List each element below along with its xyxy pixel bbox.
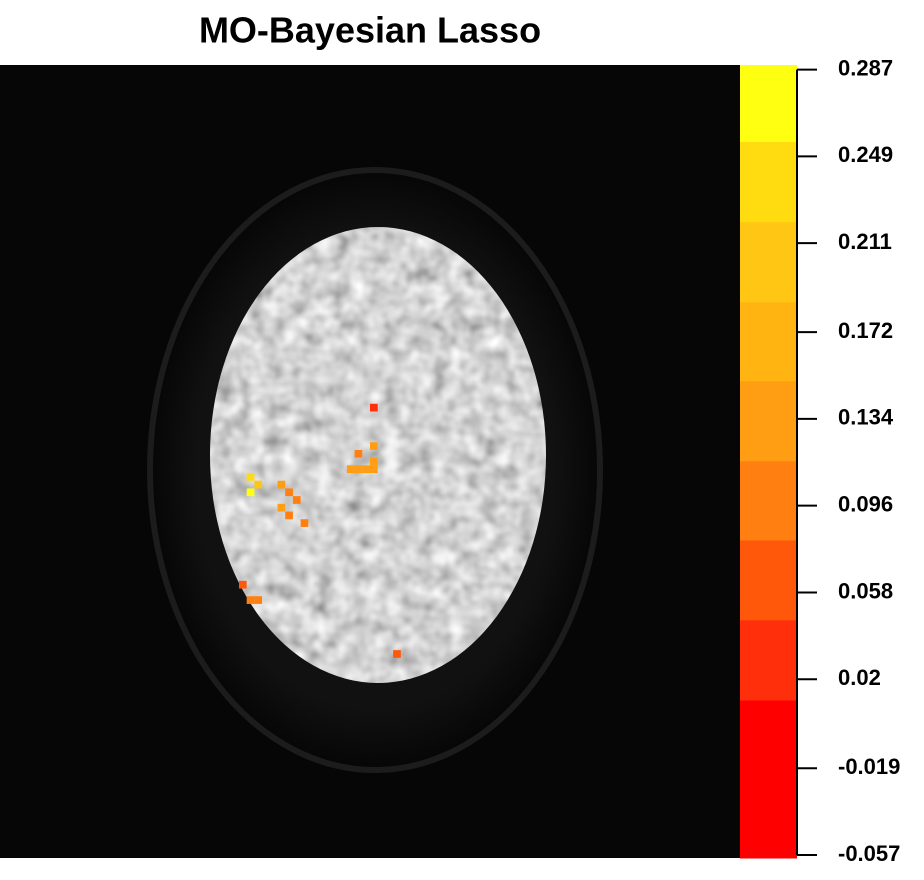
voxel [370, 465, 378, 474]
voxel [277, 503, 286, 512]
colorbar-band [740, 65, 797, 142]
voxel [393, 650, 401, 658]
colorbar-band [740, 141, 797, 223]
voxel [254, 480, 263, 489]
colorbar-band [740, 619, 797, 701]
colorbar-band [740, 539, 797, 621]
brain-slice [210, 227, 546, 683]
colorbar-tick-label: -0.057 [838, 841, 900, 866]
colorbar-band [740, 699, 797, 859]
voxel [285, 511, 293, 520]
voxel [362, 465, 370, 474]
voxel [254, 596, 263, 604]
colorbar-tick-label: 0.172 [838, 318, 893, 343]
voxel [246, 488, 255, 497]
colorbar-tick-label: 0.058 [838, 578, 893, 603]
voxel [238, 580, 247, 589]
voxel [354, 465, 363, 474]
voxel [246, 473, 255, 481]
voxel [246, 596, 255, 604]
colorbar-band [740, 301, 797, 382]
voxel [370, 403, 378, 412]
colorbar-tick-label: 0.287 [838, 55, 893, 80]
colorbar-tick-label: 0.02 [838, 665, 881, 690]
voxel [370, 442, 378, 450]
voxel [292, 496, 301, 504]
voxel [300, 519, 309, 527]
voxel [277, 480, 286, 489]
colorbar-tick-label: 0.096 [838, 491, 893, 516]
chart-title: MO-Bayesian Lasso [199, 10, 541, 51]
colorbar-band [740, 460, 797, 541]
voxel [346, 465, 355, 474]
voxel [285, 488, 293, 497]
colorbar-band [740, 380, 797, 462]
colorbar-band [740, 221, 797, 303]
colorbar-tick-label: 0.249 [838, 142, 893, 167]
voxel [354, 449, 363, 458]
colorbar-tick-label: 0.134 [838, 405, 894, 430]
colorbar-tick-label: -0.019 [838, 754, 900, 779]
colorbar-tick-label: 0.211 [838, 229, 892, 254]
voxel [370, 457, 378, 466]
